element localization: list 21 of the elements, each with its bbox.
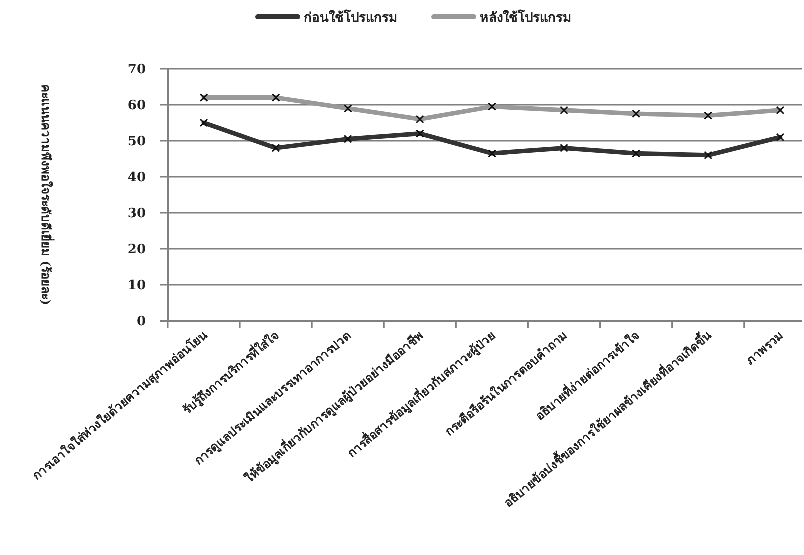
y-tick-label: 10 (128, 278, 146, 294)
point (344, 134, 352, 144)
line-series (200, 118, 785, 160)
y-tick-label: 60 (128, 98, 146, 114)
y-tick-label: 70 (128, 62, 146, 78)
y-tick-label: 50 (128, 134, 146, 150)
y-axis-title: คะแนนความพึงพอใจระดับดีเยี่ยม (ร้อยละ) (39, 84, 55, 306)
y-tick-label: 0 (136, 314, 146, 330)
point (200, 118, 208, 128)
point (272, 144, 280, 152)
point (704, 151, 713, 160)
y-tick-label: 20 (128, 242, 146, 258)
point (632, 149, 641, 158)
y-tick-label: 40 (128, 170, 146, 186)
legend-label: ก่อนใช้โปรแกรม (304, 9, 398, 26)
y-tick-label: 30 (128, 206, 146, 222)
point (776, 133, 785, 142)
legend-label: หลังใช้โปรแกรม (480, 9, 572, 26)
point (416, 130, 424, 138)
point (488, 149, 496, 158)
point (560, 144, 568, 152)
